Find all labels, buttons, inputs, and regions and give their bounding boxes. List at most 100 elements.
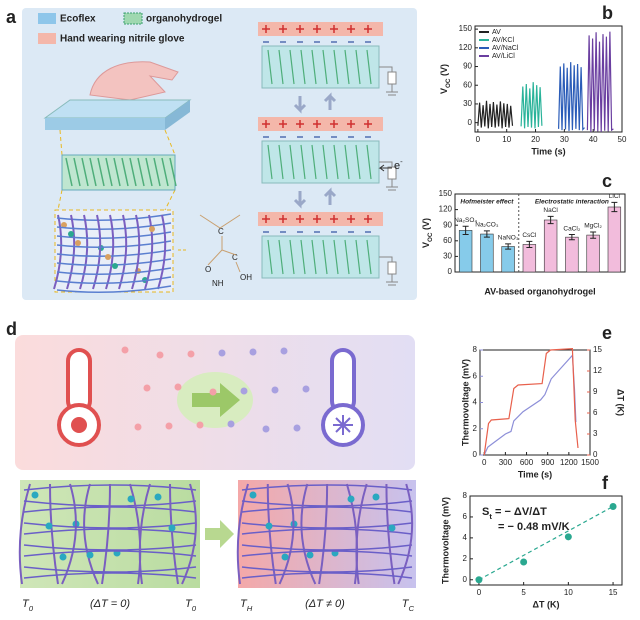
charge-plus: [262, 120, 270, 128]
molecule: [196, 421, 204, 429]
temperature-label: T0: [22, 598, 34, 613]
point: [609, 502, 617, 510]
y-axis-title: VOC (V): [421, 218, 434, 248]
gel-strand: [322, 144, 328, 180]
charge-plus: [330, 25, 338, 33]
y-axis-title: VOC (V): [439, 64, 452, 94]
bar-category-label: Na₂CO₃: [475, 222, 499, 229]
annotation-part: = − ΔV/ΔT: [492, 506, 547, 518]
molecule: [240, 387, 248, 395]
gel-strand: [289, 49, 295, 85]
mesh-strand: [161, 157, 169, 187]
polymer-chain: [23, 522, 197, 529]
x-axis-title: AV-based organohydrogel: [484, 286, 595, 296]
temperature-label-part: T: [185, 598, 193, 610]
bar-category-label: LiCl: [609, 193, 621, 200]
charge-plus: [262, 25, 270, 33]
transition-arrow: [293, 96, 307, 114]
ion: [306, 551, 314, 559]
x-tick-label: 15: [609, 588, 618, 597]
resistor: [387, 71, 397, 85]
polymer-chain: [23, 572, 197, 579]
molecule: [302, 385, 310, 393]
ion: [68, 231, 74, 237]
y-tick-label: 0: [473, 450, 478, 459]
polymer-chain: [397, 483, 414, 585]
temperature-label: TH: [240, 598, 253, 613]
error-bar: [526, 240, 533, 249]
y2-tick-label: 3: [593, 429, 598, 438]
structure-label: O: [205, 265, 211, 274]
y-axis-title-part: V: [421, 242, 431, 248]
y-tick-label: 120: [459, 43, 473, 52]
charge-plus: [296, 215, 304, 223]
polymer-chain: [56, 276, 172, 284]
panel-letter: b: [602, 3, 613, 23]
gel-strand: [289, 144, 295, 180]
molecule: [121, 346, 129, 354]
zoom-gel: [61, 154, 176, 191]
annotation: Electrostatic interaction: [535, 199, 609, 206]
temperature-label-part: 0: [192, 604, 197, 613]
mesh-strand: [153, 157, 161, 187]
molecule: [249, 348, 257, 356]
y-tick-label: 8: [473, 345, 478, 354]
gel-strand: [311, 144, 317, 180]
y-tick-label: 90: [443, 220, 452, 229]
temperature-label-part: 0: [29, 604, 34, 613]
molecule: [187, 350, 195, 358]
y-axis-title-part: V: [439, 88, 449, 94]
molecule: [293, 424, 301, 432]
charge-plus: [364, 120, 372, 128]
molecule: [280, 347, 288, 355]
x-tick-label: 10: [564, 588, 573, 597]
legend-swatch: [38, 33, 56, 44]
electron-label: e-: [394, 157, 403, 172]
gel-strand: [366, 239, 372, 275]
polymer-chain: [23, 500, 197, 507]
error-bar: [611, 201, 618, 213]
ion: [372, 493, 380, 501]
y-tick-label: 2: [473, 424, 478, 433]
bar: [543, 219, 558, 273]
series-line: [477, 100, 514, 129]
temperature-label: T0: [185, 598, 197, 613]
temperature-label-part: C: [408, 604, 414, 613]
y2-tick-label: 6: [593, 408, 598, 417]
temperature-label-part: T: [402, 598, 410, 610]
charge-plus: [364, 25, 372, 33]
charge-plus: [313, 120, 321, 128]
ion: [86, 551, 94, 559]
bar: [458, 230, 473, 273]
mesh-strand: [89, 157, 97, 187]
plot-frame: [469, 495, 623, 586]
bar-category-label: CsCl: [522, 232, 537, 239]
polymer-chain: [169, 483, 179, 585]
y-tick-label: 6: [473, 371, 478, 380]
ion: [127, 495, 135, 503]
gel-strand: [289, 239, 295, 275]
y-axis-title-part: (V): [421, 218, 431, 233]
polymer-chain: [241, 484, 413, 491]
polymer-chain: [23, 528, 197, 535]
gel-strand: [344, 49, 350, 85]
ion: [154, 493, 162, 501]
molecule: [165, 422, 173, 430]
electron-label-part: -: [400, 157, 403, 166]
polymer-chain: [241, 506, 413, 513]
temperature-label-part: H: [247, 604, 253, 613]
charge-plus: [296, 25, 304, 33]
thermometer-hot: [66, 348, 92, 414]
gel-strand: [267, 239, 273, 275]
x-tick-label: 30: [560, 135, 569, 144]
polymer-chain: [56, 285, 172, 293]
x-tick-label: 10: [502, 135, 511, 144]
ion: [45, 522, 53, 530]
molecule: [156, 351, 164, 359]
mesh-strand: [113, 157, 121, 187]
polymer-chain: [105, 214, 115, 290]
polymer-chain: [49, 483, 59, 585]
ion: [168, 524, 176, 532]
mesh-strand: [105, 157, 113, 187]
polymer-chain: [241, 528, 413, 535]
